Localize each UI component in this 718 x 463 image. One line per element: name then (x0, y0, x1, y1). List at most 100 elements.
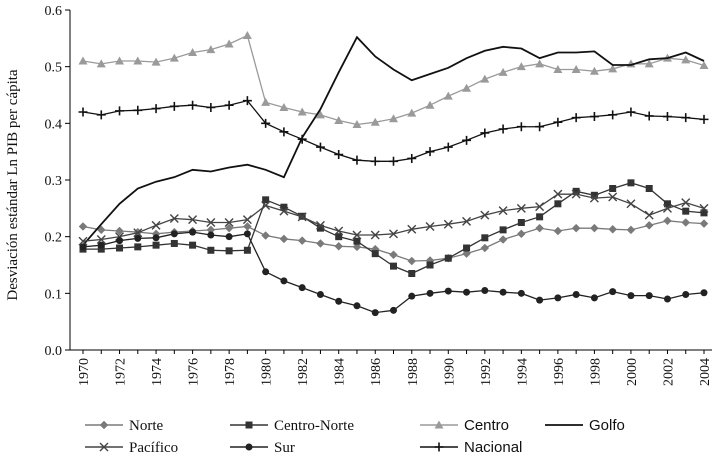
data-point-nacional (261, 118, 271, 128)
data-point-centro (589, 66, 599, 75)
data-point-centro-norte (426, 261, 434, 269)
x-tick-label: 1992 (479, 358, 494, 386)
data-point-centro-norte (116, 244, 124, 252)
data-point-centro-norte (371, 250, 379, 258)
legend-marker-centro (434, 420, 444, 429)
data-point-sur (682, 290, 690, 298)
data-point-sur (463, 288, 471, 296)
data-point-pac-fico (480, 210, 490, 220)
data-point-centro (78, 56, 88, 65)
data-point-sur (316, 290, 324, 298)
y-tick-label: 0.2 (45, 231, 63, 246)
data-point-norte (243, 222, 252, 231)
y-tick-label: 0.5 (45, 61, 63, 76)
data-point-centro-norte (463, 244, 471, 252)
data-point-norte (626, 225, 636, 235)
data-point-pac-fico (370, 230, 380, 240)
data-point-norte (297, 236, 307, 245)
data-point-pac-fico (681, 198, 691, 208)
data-point-sur (390, 306, 397, 314)
data-point-centro-norte (590, 191, 598, 199)
x-tick-label: 2000 (625, 358, 640, 386)
data-point-centro (297, 107, 307, 116)
x-tick-label: 1986 (369, 358, 384, 386)
data-point-nacional (315, 142, 325, 152)
data-point-centro-norte (645, 185, 653, 192)
data-point-nacional (279, 127, 289, 137)
data-point-centro (644, 59, 654, 68)
data-point-pac-fico (279, 206, 289, 216)
data-point-nacional (498, 124, 508, 134)
data-point-centro-norte (262, 196, 270, 204)
data-point-sur (280, 277, 288, 285)
data-point-centro (699, 61, 709, 70)
series-centro-norte (79, 179, 708, 277)
data-point-nacional (352, 155, 362, 165)
legend-item-nacional: Nacional (420, 439, 522, 456)
data-point-centro (407, 108, 417, 117)
data-point-nacional (169, 101, 179, 111)
legend-item-centro-norte: Centro-Norte (230, 418, 354, 434)
data-point-nacional (699, 114, 709, 124)
data-point-sur (116, 237, 124, 245)
data-point-nacional (553, 117, 563, 127)
data-point-norte (316, 239, 325, 248)
data-point-pac-fico (315, 220, 325, 230)
data-point-sur (481, 287, 489, 294)
data-point-centro-norte (97, 245, 105, 253)
data-point-nacional (407, 153, 417, 163)
data-point-centro (242, 31, 252, 39)
data-point-nacional (389, 156, 398, 166)
x-tick-label: 1976 (187, 358, 202, 386)
x-tick-label: 2004 (698, 358, 713, 386)
data-point-sur (335, 297, 343, 305)
data-point-sur (426, 289, 434, 297)
data-point-nacional (626, 107, 636, 117)
data-point-sur (207, 231, 215, 239)
data-point-centro (681, 55, 691, 64)
data-point-centro (535, 59, 545, 68)
data-point-norte (535, 223, 544, 233)
data-point-pac-fico (443, 219, 453, 229)
data-point-sur (189, 228, 197, 236)
data-point-centro-norte (700, 209, 708, 217)
x-tick-label: 1998 (588, 358, 603, 386)
data-point-pac-fico (407, 224, 417, 234)
data-point-centro-norte (152, 241, 160, 249)
legend-label-sur: Sur (274, 440, 295, 456)
data-point-centro (425, 100, 435, 109)
data-point-centro-norte (499, 226, 507, 234)
data-point-centro (553, 65, 563, 73)
data-point-centro (370, 117, 380, 126)
data-point-sur (152, 234, 160, 242)
data-point-sur (170, 230, 178, 238)
legend-label-norte: Norte (129, 418, 163, 434)
data-point-centro (206, 45, 216, 54)
data-point-pac-fico (261, 201, 271, 210)
data-point-nacional (589, 112, 599, 122)
data-point-centro-norte (225, 247, 233, 255)
x-tick-label: 1978 (223, 358, 238, 386)
data-point-sur (536, 296, 544, 304)
series-nacional (78, 96, 709, 166)
data-point-centro-norte (408, 270, 416, 277)
legend-item-pac-fico: Pacífico (85, 440, 178, 456)
data-point-norte (663, 216, 672, 226)
data-point-centro (133, 56, 143, 65)
data-point-centro-norte (536, 213, 544, 221)
data-point-nacional (480, 128, 490, 138)
data-point-nacional (644, 111, 654, 121)
data-point-sur (499, 288, 507, 296)
data-point-sur (408, 292, 416, 300)
data-point-centro-norte (390, 262, 397, 270)
data-point-centro (443, 91, 453, 100)
data-point-norte (516, 229, 526, 239)
data-point-centro (261, 97, 271, 106)
data-point-pac-fico (334, 226, 344, 236)
legend-marker-sur (245, 443, 253, 451)
data-point-sur (79, 243, 87, 251)
data-point-sur (298, 284, 306, 292)
data-point-norte (608, 224, 618, 234)
data-point-centro-norte (481, 234, 489, 242)
data-point-centro-norte (353, 237, 361, 245)
